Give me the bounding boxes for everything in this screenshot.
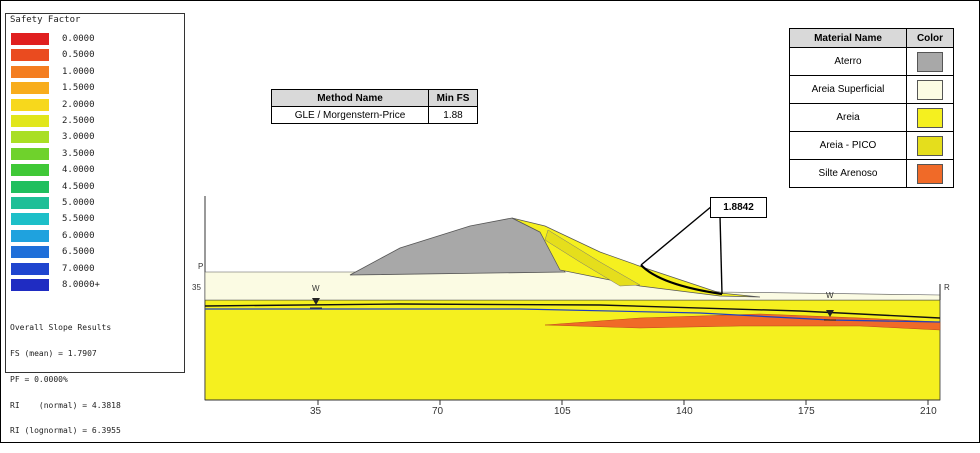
layer-areia-slope xyxy=(511,217,761,298)
material-color-header: Color xyxy=(906,28,954,48)
x-axis-ticks xyxy=(317,400,929,405)
layer-boundary-line xyxy=(204,303,941,319)
legend-title: Safety Factor xyxy=(10,15,81,25)
legend-label: 8.0000+ xyxy=(62,280,100,290)
legend-label: 5.5000 xyxy=(62,214,95,225)
critical-slip-surface xyxy=(640,264,723,296)
legend-swatch xyxy=(11,213,49,226)
slip-leader-line xyxy=(640,205,713,266)
material-color-cell xyxy=(906,75,954,104)
x-tick-label: 70 xyxy=(432,406,444,417)
legend-swatch xyxy=(11,65,49,78)
legend-swatch xyxy=(11,82,49,95)
legend-label: 0.0000 xyxy=(62,34,95,44)
slope-section-drawing xyxy=(204,196,941,405)
legend-swatch xyxy=(11,246,49,259)
water-table-line xyxy=(205,308,941,323)
x-tick-label: 210 xyxy=(920,406,937,417)
critical-fs-label: 1.8842 xyxy=(710,197,767,218)
legend-label: 3.5000 xyxy=(62,148,95,159)
material-color-swatch xyxy=(917,163,943,184)
legend-swatch xyxy=(11,262,49,275)
method-name-header: Method Name xyxy=(271,89,429,107)
legend-swatch xyxy=(11,279,49,291)
legend-label: 2.0000 xyxy=(62,99,95,110)
y-tick-label: 35 xyxy=(192,283,201,292)
water-marker-icon xyxy=(312,298,320,305)
material-color-cell xyxy=(906,47,954,76)
overall-slope-results: Overall Slope Results FS (mean) = 1.7907… xyxy=(10,307,121,453)
safety-factor-legend: Safety Factor 0.0000 0.5000 1.0000 1.5000 2.… xyxy=(5,13,185,435)
min-fs-cell: 1.88 xyxy=(428,106,478,124)
layer-areia-pico xyxy=(544,229,641,287)
legend-label: 0.5000 xyxy=(62,50,95,61)
legend-swatch xyxy=(11,49,49,62)
legend-swatch xyxy=(11,180,49,193)
legend-swatch xyxy=(11,98,49,111)
stats-line: RI (normal) = 4.3818 xyxy=(10,400,121,410)
legend-label: 7.0000 xyxy=(62,263,95,274)
material-color-swatch xyxy=(917,79,943,100)
x-tick-label: 35 xyxy=(310,406,322,417)
x-tick-label: 175 xyxy=(798,406,815,417)
material-rows: Aterro Areia Superficial Areia Areia - PICO… xyxy=(789,47,954,188)
stats-line: RI (lognormal) = 6.3955 xyxy=(10,426,121,436)
material-color-swatch xyxy=(917,107,943,128)
material-name-cell: Silte Arenoso xyxy=(789,159,907,188)
water-marker-label-right: W xyxy=(826,291,834,300)
legend-swatch xyxy=(11,164,49,177)
legend-label: 4.0000 xyxy=(62,165,95,176)
legend-swatch xyxy=(11,147,49,160)
material-color-swatch xyxy=(917,135,943,156)
material-name-header: Material Name xyxy=(789,28,907,48)
legend-label: 1.0000 xyxy=(62,66,95,77)
legend-label: 5.0000 xyxy=(62,198,95,208)
legend-swatch xyxy=(11,229,49,242)
stats-line: PF = 0.0000% xyxy=(10,374,68,384)
slip-leader-line xyxy=(719,215,723,295)
legend-swatch xyxy=(11,33,49,45)
stats-line: FS (mean) = 1.7907 xyxy=(10,348,97,358)
legend-swatch xyxy=(11,115,49,127)
left-top-marker: P xyxy=(198,262,204,271)
material-row: Areia Superficial xyxy=(789,75,954,104)
x-tick-label: 105 xyxy=(554,406,571,417)
legend-label: 3.0000 xyxy=(62,132,95,143)
legend-label: 4.5000 xyxy=(62,181,95,192)
material-row: Silte Arenoso xyxy=(789,159,954,188)
material-name-cell: Aterro xyxy=(789,47,907,76)
water-marker-icon xyxy=(826,310,834,317)
right-top-marker: R xyxy=(944,283,950,292)
stats-line: Overall Slope Results xyxy=(10,323,112,333)
method-table: Method Name Min FS GLE / Morgenstern-Pri… xyxy=(271,89,478,124)
material-table: Material Name Color Aterro Areia Superfic… xyxy=(789,28,954,188)
material-name-cell: Areia - PICO xyxy=(789,131,907,160)
legend-label: 1.5000 xyxy=(62,83,95,94)
min-fs-header: Min FS xyxy=(428,89,478,107)
material-row: Areia - PICO xyxy=(789,131,954,160)
material-color-cell xyxy=(906,159,954,188)
material-color-cell xyxy=(906,131,954,160)
water-marker-label-left: W xyxy=(312,284,320,293)
material-name-cell: Areia xyxy=(789,103,907,132)
material-row: Areia xyxy=(789,103,954,132)
legend-label: 2.5000 xyxy=(62,116,95,126)
legend-label: 6.0000 xyxy=(62,230,95,241)
method-name-cell: GLE / Morgenstern-Price xyxy=(271,106,429,124)
legend-label: 6.5000 xyxy=(62,247,95,258)
material-name-cell: Areia Superficial xyxy=(789,75,907,104)
x-tick-label: 140 xyxy=(676,406,693,417)
legend-swatch xyxy=(11,131,49,144)
material-color-cell xyxy=(906,103,954,132)
legend-swatch xyxy=(11,197,49,209)
layer-silte-arenoso xyxy=(544,313,941,331)
material-row: Aterro xyxy=(789,47,954,76)
material-color-swatch xyxy=(917,51,943,72)
